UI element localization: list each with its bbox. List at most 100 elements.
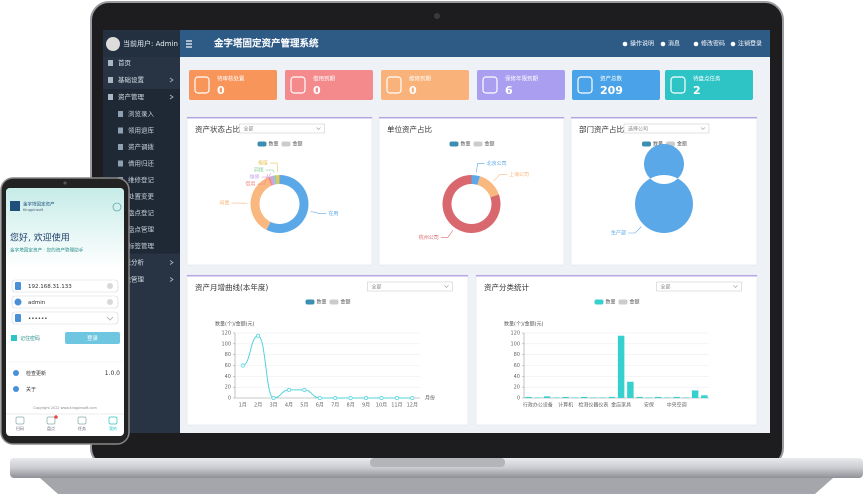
stat-card[interactable] <box>381 70 469 100</box>
donut-slice[interactable] <box>250 177 272 230</box>
filter-select[interactable] <box>367 281 453 292</box>
toolbar-item[interactable]: 修改密码 <box>701 40 725 48</box>
submenu-item[interactable]: 维修登记 <box>128 175 155 184</box>
menu-item[interactable]: 首页 <box>118 58 132 67</box>
phone-app-name: 金字塔固定资产 <box>23 201 55 208</box>
submenu-item[interactable]: 盘点登记 <box>128 208 155 217</box>
bar[interactable] <box>673 396 680 398</box>
bar[interactable] <box>580 396 588 398</box>
login-button[interactable] <box>65 332 120 344</box>
legend-label[interactable]: 金额 <box>293 141 303 148</box>
menu-toggle[interactable] <box>186 40 192 48</box>
update-icon <box>13 370 19 376</box>
about-label[interactable]: 关于 <box>26 386 36 393</box>
stat-card[interactable] <box>189 70 277 100</box>
slice-label: 调拨 <box>254 167 264 174</box>
bar[interactable] <box>525 396 532 398</box>
panel-title: 资产状态占比 <box>195 124 240 134</box>
submenu-item[interactable]: 借用归还 <box>128 159 155 168</box>
stat-value: 0 <box>217 84 225 97</box>
legend-label[interactable]: 数量 <box>317 299 327 306</box>
menu-item[interactable]: 基础设置 <box>118 75 145 84</box>
username-clear[interactable] <box>107 299 113 305</box>
submenu-item[interactable]: 浏览录入 <box>128 109 155 118</box>
legend-label[interactable]: 数量 <box>606 299 616 306</box>
donut-slice[interactable] <box>270 175 276 186</box>
bar[interactable] <box>543 396 551 398</box>
menu-item[interactable]: 系统管理 <box>118 275 145 284</box>
server-input[interactable] <box>11 279 119 293</box>
panel-accent <box>187 117 372 119</box>
submenu-item[interactable]: 处置变更 <box>128 192 155 201</box>
submenu-item[interactable]: 领用退库 <box>128 126 155 135</box>
tab-icon <box>46 416 56 425</box>
tab-label[interactable]: 我的 <box>109 425 117 431</box>
donut-slice[interactable] <box>266 175 309 233</box>
legend-label[interactable]: 数量 <box>269 141 279 148</box>
toolbar-item[interactable]: 注销登录 <box>738 40 762 48</box>
filter-caret <box>316 127 321 130</box>
avatar <box>106 37 120 51</box>
password-eye[interactable] <box>106 316 114 321</box>
bar[interactable] <box>627 381 634 398</box>
menu-item[interactable]: 报表分析 <box>118 258 145 267</box>
donut-slice[interactable] <box>442 175 501 234</box>
legend-label[interactable]: 金额 <box>630 299 640 306</box>
legend-label[interactable]: 金额 <box>341 299 351 306</box>
toolbar-item[interactable]: 消息 <box>668 40 680 48</box>
legend-label[interactable]: 金额 <box>485 141 495 148</box>
filter-select[interactable] <box>623 123 710 134</box>
filter-select[interactable] <box>656 281 742 292</box>
update-label[interactable]: 检查更新 <box>26 370 46 377</box>
y-tick-label: 80 <box>225 352 231 358</box>
phone-settings[interactable] <box>112 202 122 212</box>
donut-slice[interactable] <box>276 175 280 185</box>
donut-slice[interactable] <box>634 144 693 234</box>
toolbar-item[interactable]: 操作说明 <box>630 40 654 48</box>
submenu-item[interactable]: 盘点管理 <box>128 225 155 234</box>
stat-card[interactable] <box>477 70 565 100</box>
submenu-item[interactable]: 资产调拨 <box>128 142 155 151</box>
slice-label: 上海公司 <box>509 171 529 178</box>
bar[interactable] <box>571 397 579 398</box>
bar[interactable] <box>636 396 643 398</box>
stat-card[interactable] <box>285 70 373 100</box>
phone-app-subtitle: Kingpinsoft <box>23 208 44 212</box>
panel-title: 单位资产占比 <box>387 124 432 134</box>
bar[interactable] <box>590 397 597 398</box>
stat-card[interactable] <box>572 70 660 100</box>
donut-slice[interactable] <box>471 175 481 185</box>
donut-slice[interactable] <box>267 176 274 186</box>
menu-item[interactable]: 资产管理 <box>118 92 145 101</box>
bar[interactable] <box>654 396 662 398</box>
filter-value: 全部 <box>244 125 254 132</box>
donut-slice[interactable] <box>273 175 278 185</box>
bar[interactable] <box>617 335 625 398</box>
server-clear[interactable] <box>107 283 113 289</box>
bar[interactable] <box>562 396 569 398</box>
bar[interactable] <box>691 390 699 398</box>
stat-card[interactable] <box>665 70 753 100</box>
bar[interactable] <box>645 397 653 398</box>
submenu-item[interactable]: 标签管理 <box>128 241 155 250</box>
server-value: 192.168.31.133 <box>28 284 72 290</box>
remember-checkbox[interactable] <box>11 335 17 341</box>
bar[interactable] <box>682 397 690 398</box>
legend-label[interactable]: 数量 <box>461 141 471 148</box>
bar[interactable] <box>534 397 542 398</box>
donut-slice[interactable] <box>477 176 499 198</box>
bar[interactable] <box>599 397 606 398</box>
legend-label[interactable]: 金额 <box>677 141 687 148</box>
bar[interactable] <box>701 395 708 398</box>
bar[interactable] <box>553 397 560 398</box>
tab-label[interactable]: 盘点 <box>47 425 55 431</box>
password-input[interactable] <box>11 311 119 325</box>
tab-label[interactable]: 扫码 <box>16 425 24 431</box>
bar[interactable] <box>664 397 671 398</box>
legend-label[interactable]: 数量 <box>653 141 663 148</box>
username-input[interactable] <box>11 295 119 309</box>
filter-select[interactable] <box>239 123 325 134</box>
legend-swatch <box>449 141 459 147</box>
tab-label[interactable]: 任务 <box>78 425 86 431</box>
bar[interactable] <box>608 396 616 398</box>
